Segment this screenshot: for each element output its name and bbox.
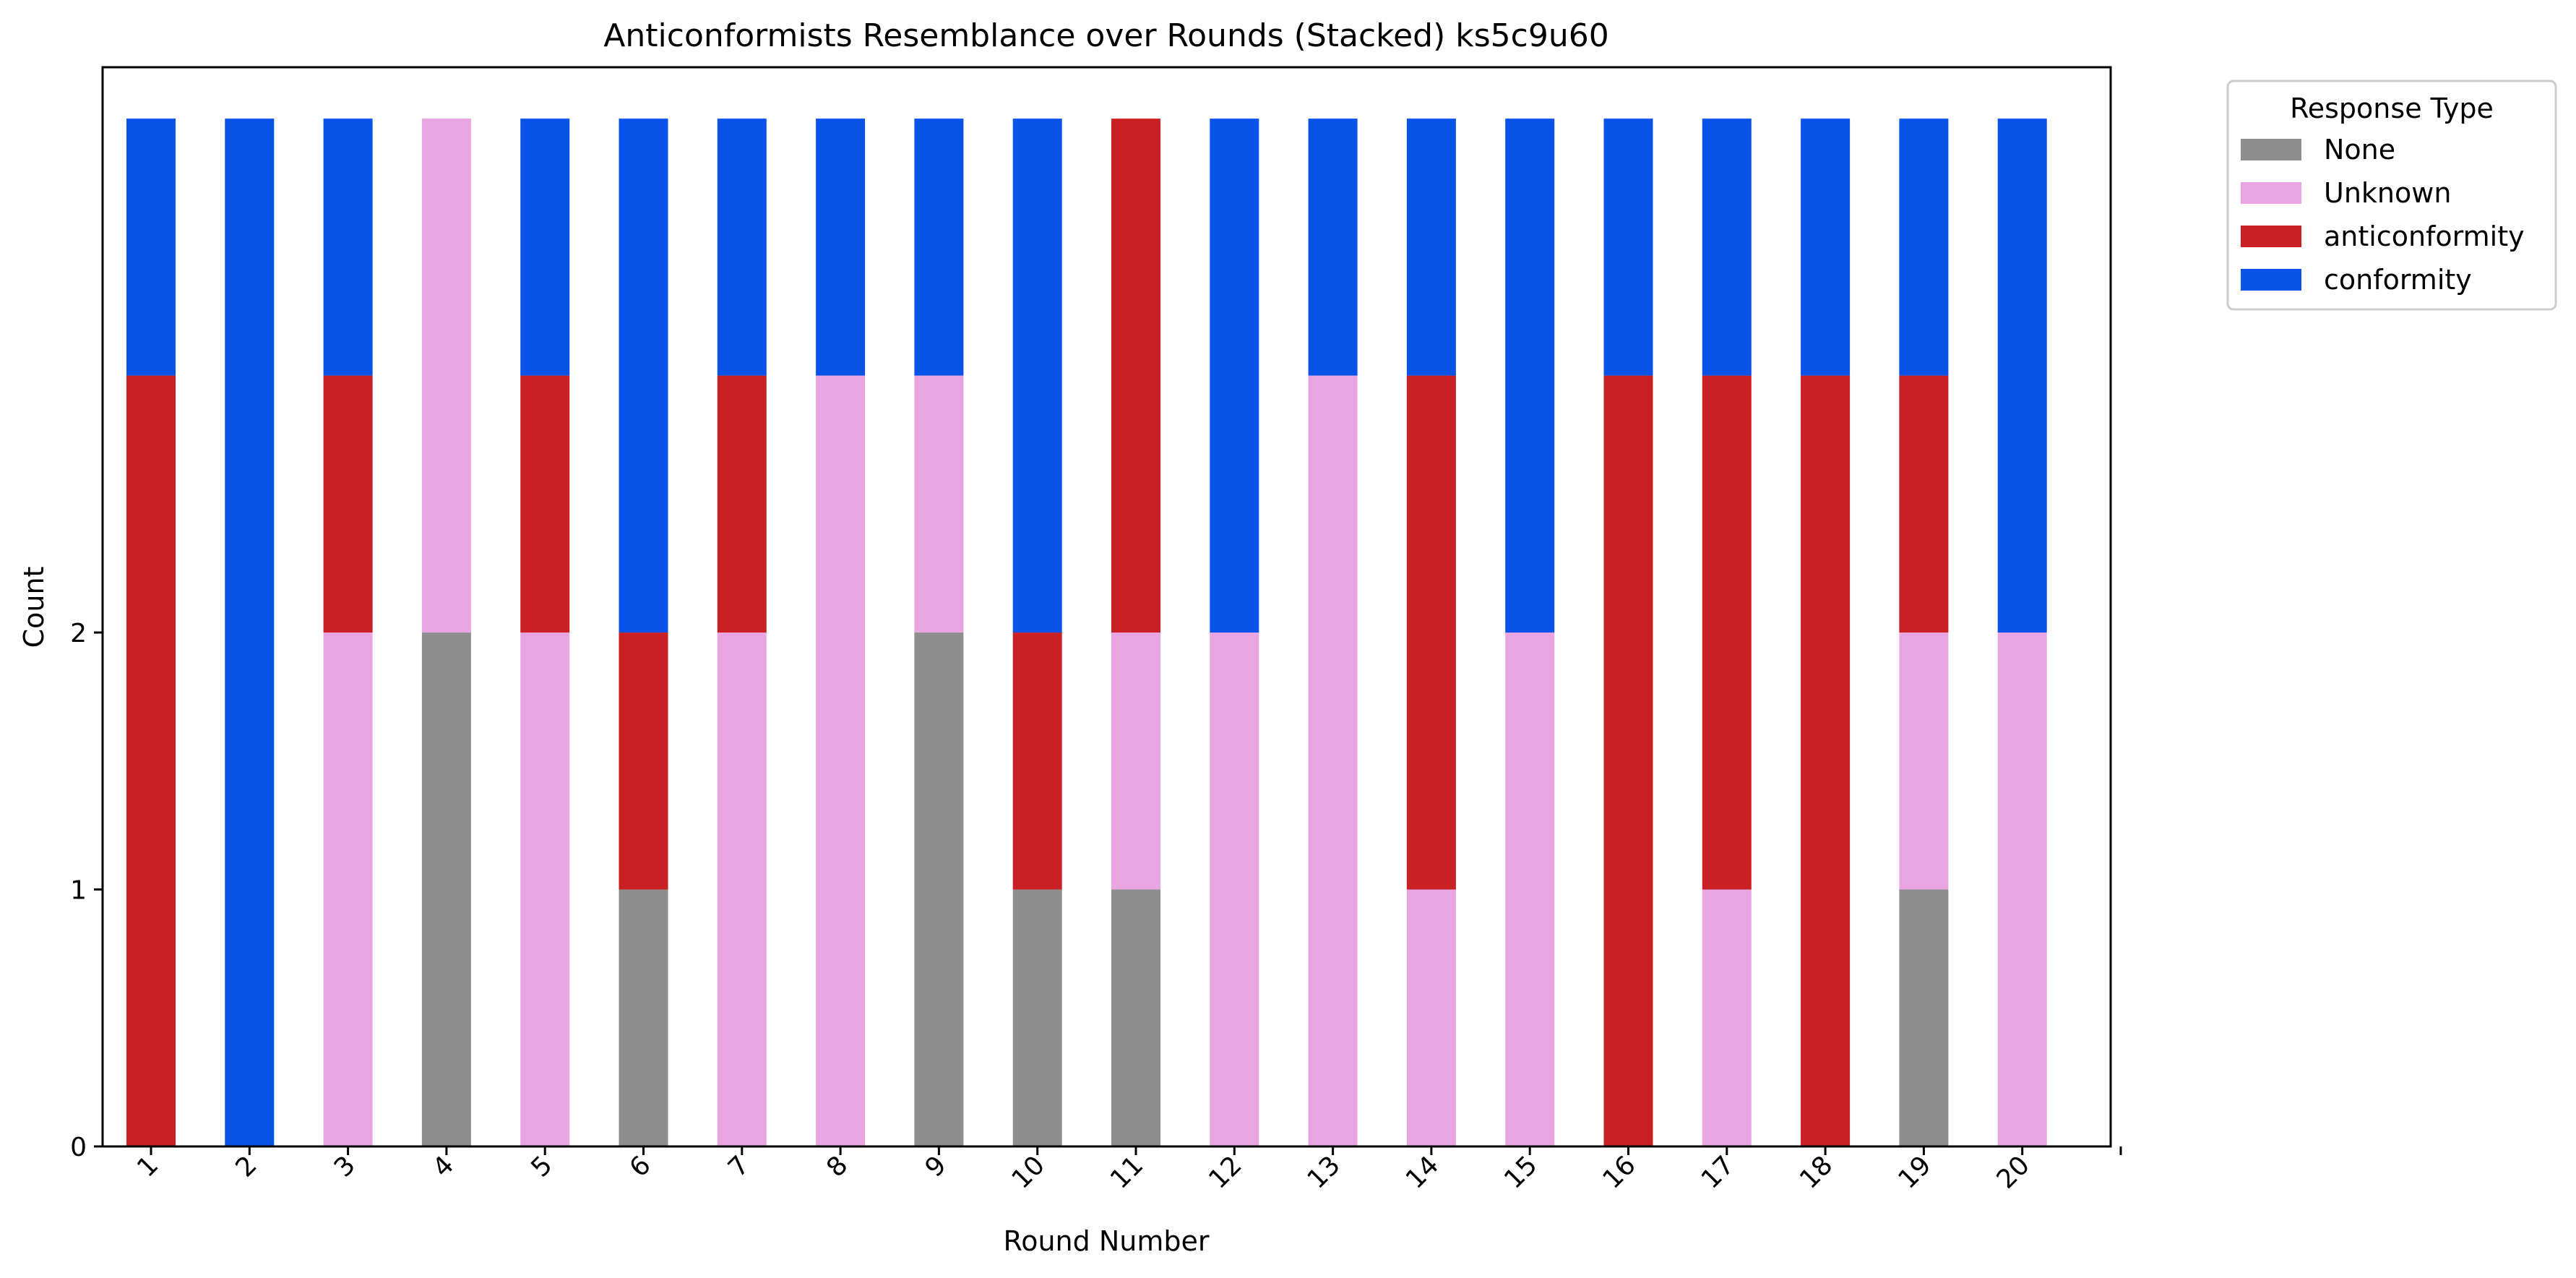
x-tick-label: 1 [132, 1150, 164, 1183]
x-tick-label: 10 [1007, 1150, 1051, 1194]
bar-segment-conformity-round-12 [1210, 119, 1259, 633]
x-tick-label: 11 [1105, 1150, 1149, 1194]
bar-segment-conformity-round-2 [225, 119, 275, 1147]
plot-frame [101, 66, 2112, 1148]
bar-segment-anticonformity-round-11 [1111, 119, 1160, 633]
legend-label-unknown: Unknown [2324, 177, 2451, 209]
bar-segment-conformity-round-14 [1406, 119, 1456, 376]
bar-segment-conformity-round-19 [1899, 119, 1949, 376]
x-tick-label: 2 [230, 1150, 262, 1183]
bar-segment-anticonformity-round-16 [1603, 375, 1653, 1146]
legend-frame [2226, 80, 2557, 311]
bar-segment-anticonformity-round-10 [1012, 632, 1062, 890]
bar-segment-none-round-4 [421, 632, 471, 1146]
y-tick-label: 2 [70, 619, 87, 648]
bar-segment-anticonformity-round-1 [126, 375, 176, 1146]
y-tick-label: 0 [70, 1133, 87, 1162]
y-axis-label: Count [18, 567, 50, 648]
legend-swatch-unknown [2241, 182, 2301, 204]
bar-segment-anticonformity-round-18 [1801, 375, 1851, 1146]
legend-title: Response Type [2290, 93, 2494, 124]
x-tick-label: 3 [329, 1150, 361, 1183]
bar-segment-anticonformity-round-7 [717, 375, 767, 633]
legend: Response Type None Unknown anticonformity c… [2226, 80, 2557, 311]
x-tick-label: 20 [1991, 1150, 2036, 1194]
x-tick-label: 16 [1597, 1150, 1641, 1194]
bar-segment-unknown-round-3 [323, 632, 373, 1146]
x-tick-label: 17 [1696, 1150, 1740, 1194]
x-tick-label: 5 [525, 1150, 558, 1183]
bar-segment-conformity-round-16 [1603, 119, 1653, 376]
bar-segment-unknown-round-12 [1210, 632, 1259, 1146]
x-tick-label: 15 [1499, 1150, 1543, 1194]
bar-segment-conformity-round-13 [1308, 119, 1358, 376]
bar-segment-conformity-round-9 [914, 119, 964, 376]
x-tick-label: 9 [920, 1150, 952, 1183]
bar-segment-unknown-round-9 [914, 375, 964, 633]
bar-segment-unknown-round-15 [1505, 632, 1555, 1146]
bar-segment-conformity-round-3 [323, 119, 373, 376]
legend-items: None Unknown anticonformity conformity [2241, 134, 2525, 296]
bar-segment-anticonformity-round-14 [1406, 375, 1456, 890]
x-tick-label: 18 [1794, 1150, 1838, 1194]
legend-swatch-anticonformity [2241, 226, 2301, 247]
x-tick-label: 4 [427, 1150, 460, 1183]
bar-segment-unknown-round-19 [1899, 632, 1949, 890]
bar-segment-none-round-10 [1012, 889, 1062, 1146]
bar-segment-none-round-11 [1111, 889, 1160, 1146]
x-tick-label: 13 [1302, 1150, 1346, 1194]
bar-segment-unknown-round-14 [1406, 889, 1456, 1146]
bar-segment-conformity-round-1 [126, 119, 176, 376]
bar-segment-conformity-round-10 [1012, 119, 1062, 633]
bar-segment-anticonformity-round-3 [323, 375, 373, 633]
legend-label-none: None [2324, 134, 2395, 166]
bar-segment-unknown-round-17 [1702, 889, 1752, 1146]
bar-segment-unknown-round-8 [816, 375, 866, 1146]
x-axis: 1 2 3 4 5 6 7 8 9 10 11 12 13 14 15 16 17 18 19 20 [132, 1146, 2122, 1195]
bar-segment-none-round-6 [619, 889, 668, 1146]
bars-layer [126, 119, 2047, 1147]
y-axis: 0 1 2 [70, 619, 103, 1162]
bar-segment-anticonformity-round-5 [520, 375, 570, 633]
bar-segment-unknown-round-20 [1997, 632, 2047, 1146]
bar-segment-unknown-round-7 [717, 632, 767, 1146]
bar-segment-conformity-round-6 [619, 119, 668, 633]
legend-label-anticonformity: anticonformity [2324, 220, 2525, 252]
bar-segment-conformity-round-8 [816, 119, 866, 376]
bar-segment-anticonformity-round-19 [1899, 375, 1949, 633]
bar-segment-anticonformity-round-17 [1702, 375, 1752, 890]
bar-segment-none-round-19 [1899, 889, 1949, 1146]
bar-segment-anticonformity-round-6 [619, 632, 668, 890]
legend-swatch-none [2241, 139, 2301, 160]
bar-segment-unknown-round-11 [1111, 632, 1160, 890]
x-tick-label: 7 [723, 1150, 755, 1183]
legend-swatch-conformity [2241, 269, 2301, 291]
bar-segment-none-round-9 [914, 632, 964, 1146]
x-tick-label: 6 [624, 1150, 657, 1183]
chart-title: Anticonformists Resemblance over Rounds … [603, 17, 1608, 54]
x-axis-label: Round Number [1004, 1225, 1210, 1257]
x-tick-label: 19 [1892, 1150, 1937, 1194]
x-tick-label: 8 [821, 1150, 853, 1183]
bar-segment-unknown-round-4 [421, 119, 471, 633]
bar-segment-conformity-round-5 [520, 119, 570, 376]
bar-segment-conformity-round-20 [1997, 119, 2047, 633]
bar-segment-conformity-round-18 [1801, 119, 1851, 376]
bar-segment-unknown-round-13 [1308, 375, 1358, 1146]
bar-segment-conformity-round-7 [717, 119, 767, 376]
x-tick-label: 12 [1203, 1150, 1247, 1194]
x-tick-label: 14 [1400, 1150, 1444, 1194]
y-tick-label: 1 [70, 876, 87, 906]
legend-label-conformity: conformity [2324, 264, 2472, 296]
bar-segment-conformity-round-15 [1505, 119, 1555, 633]
bar-segment-conformity-round-17 [1702, 119, 1752, 376]
bar-segment-unknown-round-5 [520, 632, 570, 1146]
